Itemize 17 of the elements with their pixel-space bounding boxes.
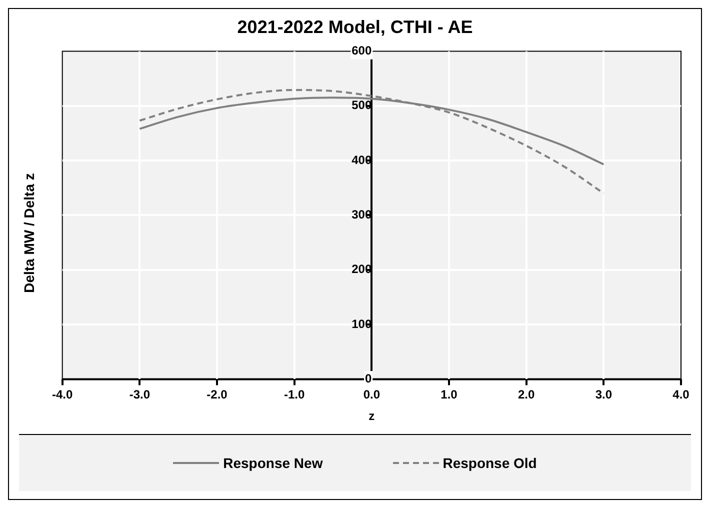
x-tick-label: 3.0 [595,388,612,402]
y-tick-label: 0 [364,372,372,386]
y-axis-title: Delta MW / Delta z [21,173,37,293]
x-tick-label: -2.0 [206,388,228,402]
x-axis-title: z [368,409,375,424]
legend-label: Response Old [442,455,537,471]
x-tick-label: 2.0 [518,388,535,402]
x-tick-label: -4.0 [52,388,73,402]
y-tick-label: 600 [352,44,372,58]
x-tick-label: -3.0 [129,388,150,402]
x-tick-label: 4.0 [672,388,690,402]
line-series [138,89,605,194]
legend-label: Response New [223,455,323,471]
x-tick-label: 1.0 [440,388,458,402]
x-tick-label: -1.0 [284,388,305,402]
x-tick-label: 0.0 [363,388,380,402]
chart-title: 2021-2022 Model, CTHI - AE [236,16,474,38]
